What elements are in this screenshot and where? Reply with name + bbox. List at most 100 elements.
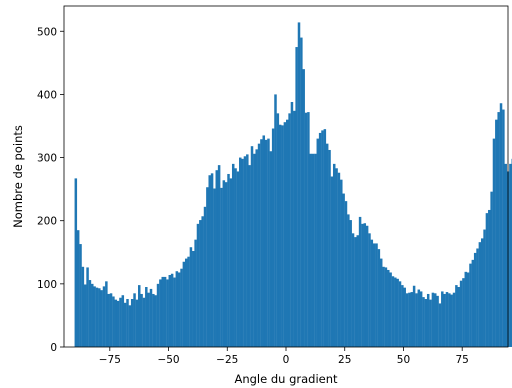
histogram-bar	[426, 293, 430, 347]
histogram-bar	[405, 293, 409, 347]
histogram-bar	[438, 303, 442, 347]
histogram-bar	[222, 180, 226, 347]
histogram-bar	[302, 69, 305, 348]
histogram-bar	[154, 295, 157, 347]
histogram-bar	[452, 292, 456, 347]
histogram-bar	[210, 173, 214, 347]
histogram-bar	[382, 266, 385, 347]
histogram-bar	[372, 243, 376, 347]
histogram-bar	[469, 263, 472, 347]
histogram-bar	[142, 297, 146, 347]
histogram-bar	[290, 101, 294, 348]
histogram-bar	[311, 153, 315, 347]
y-axis-label: Nombre de points	[11, 125, 25, 228]
histogram-bar	[107, 293, 110, 347]
histogram-bar	[483, 229, 486, 347]
histogram-bar	[300, 37, 303, 347]
histogram-bar	[192, 251, 195, 347]
histogram-bar	[86, 267, 89, 347]
x-axis-ticks: −75 −50 −25 0 25 50 75	[99, 347, 469, 366]
histogram-bar	[436, 295, 439, 347]
histogram-bar	[450, 294, 453, 347]
histogram-bar	[314, 153, 317, 347]
histogram-bar	[208, 175, 211, 347]
histogram-bar	[112, 296, 115, 347]
x-tick-label: 50	[397, 354, 410, 366]
histogram-bar	[91, 283, 94, 347]
histogram-bar	[93, 286, 96, 347]
histogram-bar	[286, 119, 289, 347]
y-tick-label: 200	[37, 216, 57, 228]
histogram-bar	[457, 287, 460, 347]
histogram-bar	[325, 143, 329, 347]
histogram-bar	[81, 266, 85, 347]
histogram-bar	[196, 223, 200, 347]
histogram-bar	[156, 283, 160, 347]
histogram-bar	[83, 284, 87, 347]
histogram-bar	[135, 299, 139, 347]
histogram-bar	[168, 275, 172, 347]
histogram-bar	[239, 157, 242, 347]
histogram-bar	[295, 47, 298, 348]
histogram-bar	[384, 267, 388, 347]
histogram-bar	[419, 291, 423, 347]
histogram-bar	[354, 237, 357, 347]
histogram-bar	[398, 281, 402, 347]
histogram-bar	[377, 249, 381, 347]
histogram-bar	[145, 287, 148, 347]
histogram-bar	[347, 214, 350, 347]
histogram-bar	[344, 201, 348, 347]
histogram-bar	[231, 163, 235, 347]
histogram-bar	[163, 276, 167, 347]
histogram-bar	[206, 187, 209, 347]
histogram-bar	[485, 213, 489, 347]
histogram-bar	[166, 279, 169, 347]
histogram-bar	[177, 272, 181, 347]
histogram-bar	[361, 223, 364, 347]
histogram-bar	[459, 280, 463, 347]
x-tick-label: −75	[99, 354, 121, 366]
histogram-bar	[365, 225, 369, 347]
histogram-bar	[502, 109, 505, 347]
histogram-bar	[201, 216, 204, 347]
histogram-bar	[250, 146, 254, 347]
y-tick-label: 300	[37, 153, 57, 165]
y-axis-ticks: 0 100 200 300 400 500	[37, 26, 64, 354]
histogram-bar	[116, 300, 120, 347]
histogram-bar	[215, 170, 219, 347]
histogram-bars	[74, 22, 512, 348]
histogram-bar	[246, 154, 249, 347]
x-tick-label: −25	[216, 354, 238, 366]
histogram-bar	[149, 288, 153, 347]
histogram-bar	[274, 94, 277, 347]
histogram-bar	[130, 299, 134, 347]
histogram-bar	[389, 272, 392, 347]
histogram-bar	[504, 163, 507, 347]
histogram-bar	[394, 277, 397, 347]
x-axis-label: Angle du gradient	[234, 372, 338, 386]
histogram-bar	[368, 233, 371, 347]
histogram-bar	[88, 280, 92, 347]
histogram-bar	[293, 110, 296, 347]
histogram-bar	[309, 153, 312, 347]
histogram-bar	[464, 271, 468, 347]
histogram-bar	[241, 158, 244, 347]
histogram-bar	[220, 187, 223, 347]
histogram-bar	[297, 22, 301, 347]
histogram-bar	[304, 112, 308, 347]
histogram-bar	[478, 242, 482, 347]
histogram-bar	[133, 293, 136, 347]
histogram-bar	[95, 287, 99, 347]
histogram-bar	[476, 248, 479, 347]
histogram-bar	[495, 119, 498, 347]
histogram-bar	[79, 244, 82, 347]
histogram-bar	[187, 256, 190, 347]
histogram-bar	[175, 271, 179, 347]
histogram-bar	[248, 165, 251, 347]
histogram-bar	[499, 103, 503, 347]
histogram-bar	[114, 299, 118, 347]
histogram-bar	[170, 273, 174, 347]
histogram-bar	[349, 220, 352, 347]
histogram-bar	[98, 288, 101, 347]
histogram-bar	[264, 139, 268, 347]
